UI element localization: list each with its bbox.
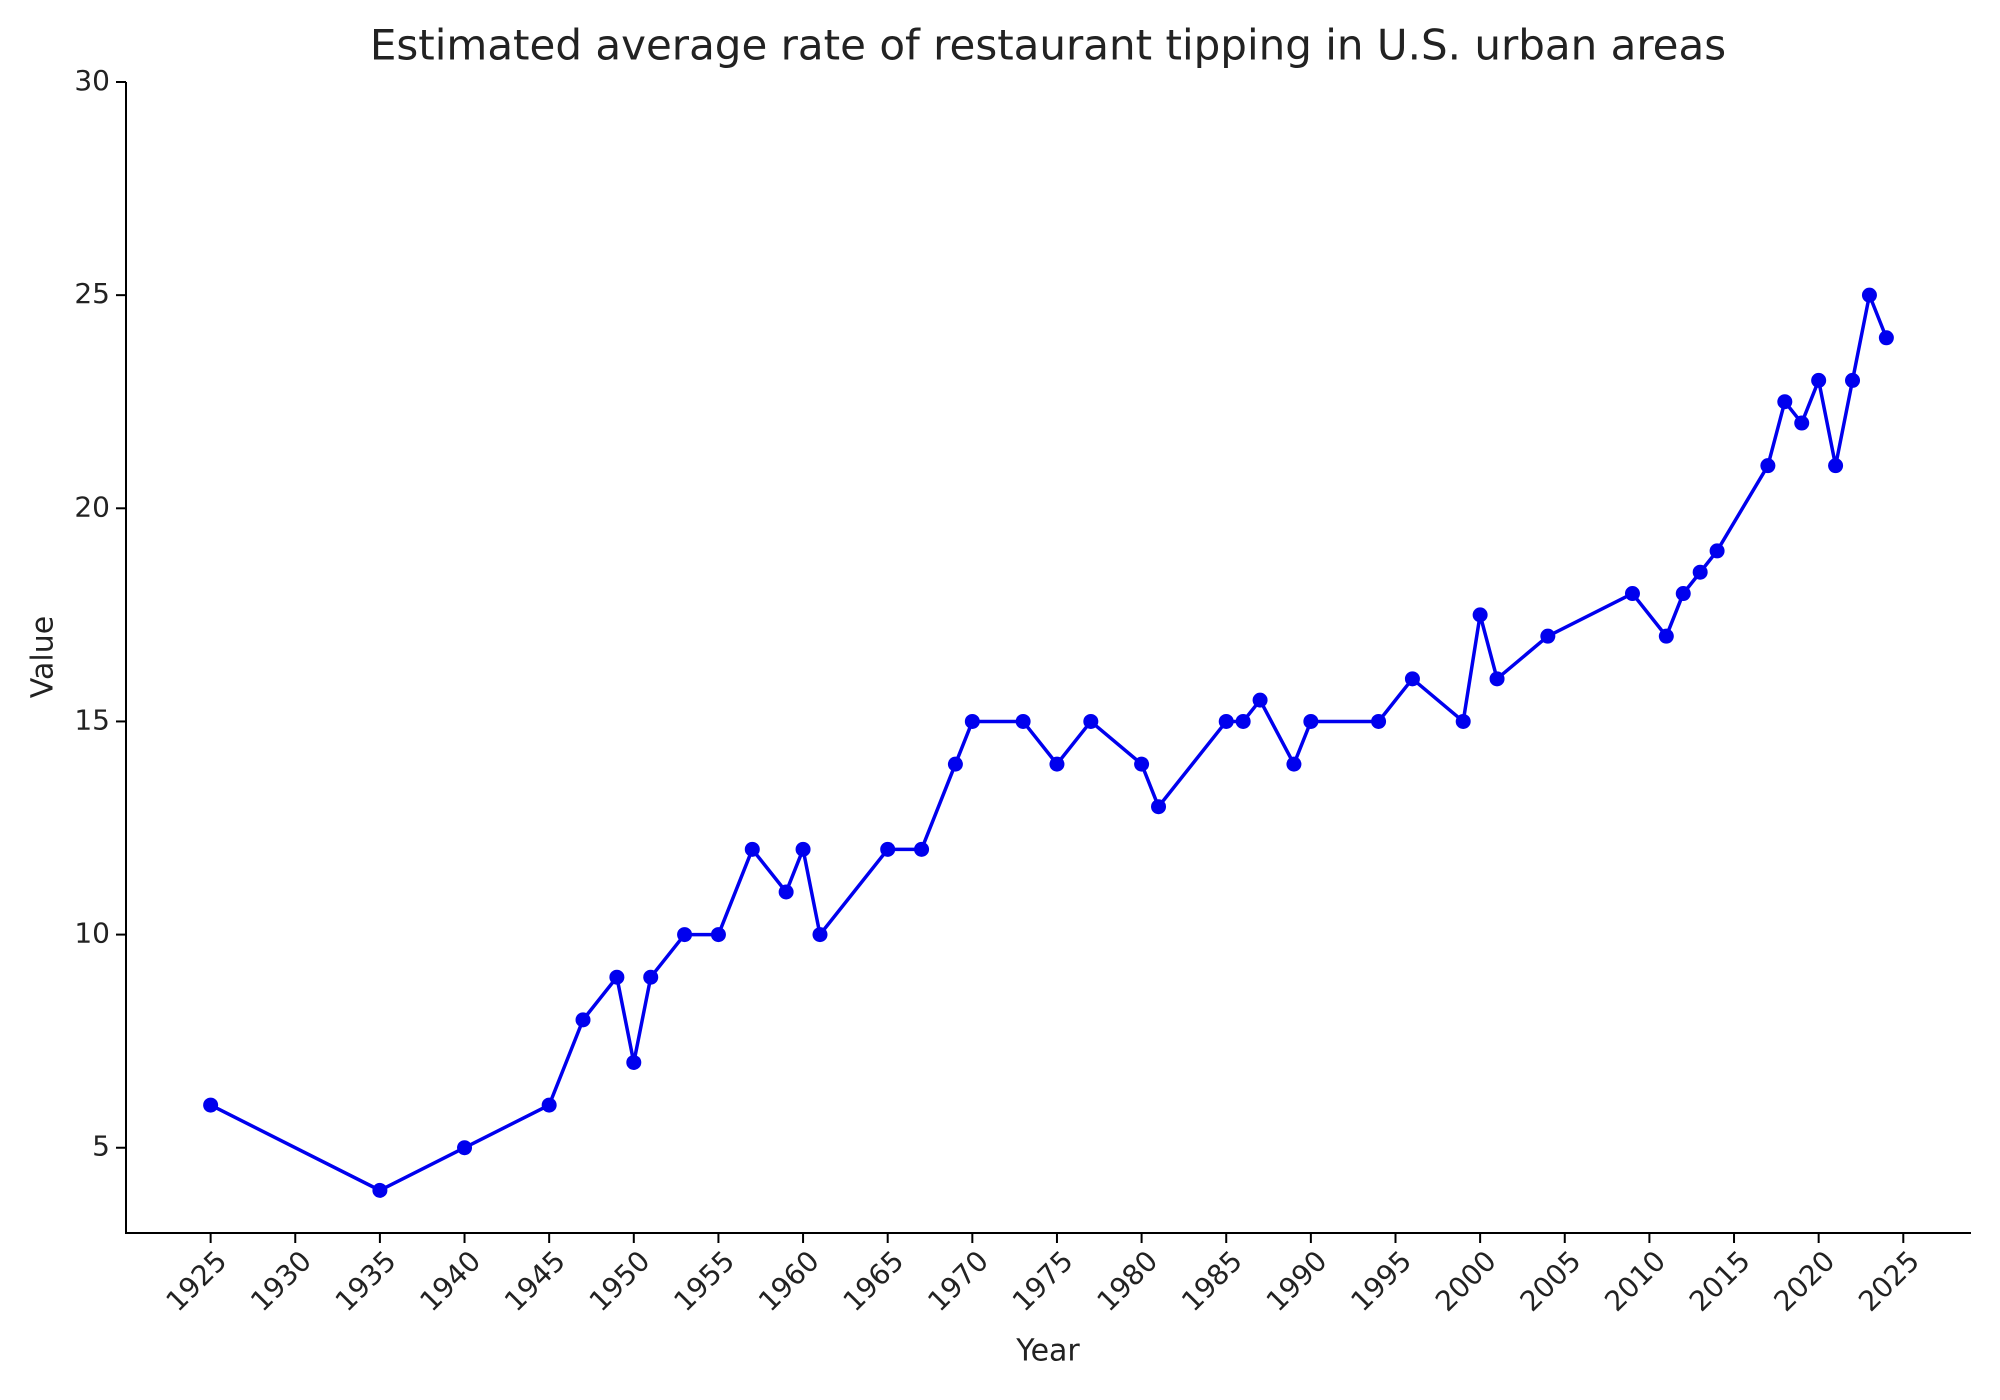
data-point [1218, 713, 1234, 729]
data-point [1861, 287, 1877, 303]
data-point [643, 969, 659, 985]
x-tick-label: 1965 [837, 1244, 911, 1318]
x-tick-label: 1950 [583, 1244, 657, 1318]
x-tick-label: 2015 [1683, 1244, 1757, 1318]
x-tick-label: 1930 [244, 1244, 318, 1318]
x-tick-label: 2000 [1429, 1244, 1503, 1318]
x-tick-label: 1960 [752, 1244, 826, 1318]
data-point [1049, 756, 1065, 772]
x-axis-label: Year [1015, 1334, 1080, 1369]
data-point [626, 1054, 642, 1070]
x-tick-label: 1970 [921, 1244, 995, 1318]
x-tick-label: 1940 [413, 1244, 487, 1318]
chart-title: Estimated average rate of restaurant tip… [370, 21, 1726, 70]
data-point [1760, 458, 1776, 474]
x-tick-label: 1945 [498, 1244, 572, 1318]
data-line [209, 288, 1888, 1193]
data-point [1371, 713, 1387, 729]
data-point [914, 841, 930, 857]
y-axis-label: Value [26, 616, 61, 698]
data-point [1455, 713, 1471, 729]
data-point [1658, 628, 1674, 644]
y-tick-label: 25 [74, 277, 110, 310]
data-point [1709, 543, 1725, 559]
x-tick-label: 2020 [1768, 1244, 1842, 1318]
y-tick-label: 10 [74, 917, 110, 950]
data-point [1828, 458, 1844, 474]
data-point [1404, 671, 1420, 687]
data-point [795, 841, 811, 857]
data-point [1252, 692, 1268, 708]
x-tick-label: 1995 [1344, 1244, 1418, 1318]
data-point [457, 1140, 473, 1156]
data-point [372, 1182, 388, 1198]
data-point [947, 756, 963, 772]
data-point [541, 1097, 557, 1113]
y-tick-label: 5 [92, 1130, 110, 1163]
y-tick-label: 20 [74, 490, 110, 523]
x-tick-label: 2005 [1514, 1244, 1588, 1318]
data-point [1794, 415, 1810, 431]
data-point [1151, 799, 1167, 815]
data-point [880, 841, 896, 857]
data-point [710, 927, 726, 943]
data-point [1472, 607, 1488, 623]
x-tick-label: 1935 [329, 1244, 403, 1318]
data-point [1134, 756, 1150, 772]
data-point [203, 1097, 219, 1113]
x-tick-label: 1985 [1175, 1244, 1249, 1318]
data-point [1845, 372, 1861, 388]
data-point [1540, 628, 1556, 644]
data-point [1811, 372, 1827, 388]
data-point [1777, 394, 1793, 410]
x-tick-label: 1975 [1006, 1244, 1080, 1318]
x-tick-label: 2025 [1852, 1244, 1926, 1318]
data-point [778, 884, 794, 900]
data-point [1286, 756, 1302, 772]
x-tick-label: 1990 [1260, 1244, 1334, 1318]
data-point [1878, 330, 1894, 346]
data-point [575, 1012, 591, 1028]
data-point [1303, 713, 1319, 729]
data-point [812, 927, 828, 943]
data-point [744, 841, 760, 857]
x-tick-label: 1955 [667, 1244, 741, 1318]
y-tick-label: 30 [74, 64, 110, 97]
data-point [609, 969, 625, 985]
y-tick-label: 15 [74, 703, 110, 736]
data-point [1489, 671, 1505, 687]
data-point [677, 927, 693, 943]
data-point [1235, 713, 1251, 729]
data-point [1624, 586, 1640, 602]
data-point [1083, 713, 1099, 729]
data-point [1675, 586, 1691, 602]
x-tick-label: 1925 [160, 1244, 234, 1318]
x-tick-label: 2010 [1598, 1244, 1672, 1318]
x-tick-label: 1980 [1090, 1244, 1164, 1318]
data-point [1015, 713, 1031, 729]
data-point [1692, 564, 1708, 580]
data-point [964, 713, 980, 729]
